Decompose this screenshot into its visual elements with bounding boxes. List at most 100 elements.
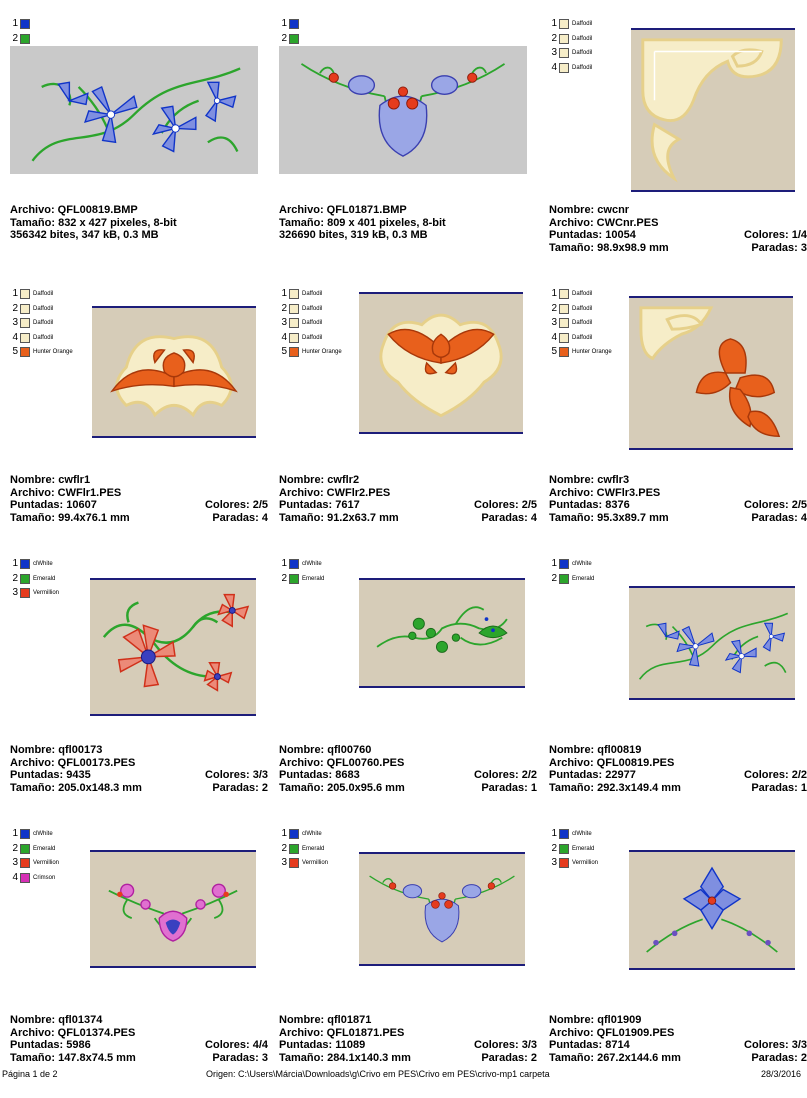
hoop-top-border [359,578,525,580]
color-count: Colores: 3/3 [205,769,268,781]
swatch-index: 1 [12,18,18,29]
file-name: Archivo: QFL00760.PES [279,756,405,769]
embroidery-motif-image [94,582,252,712]
color-swatch-row: 1 Daffodil [549,288,639,303]
file-bytes: 326690 bites, 319 kB, 0.3 MB [279,229,428,241]
swatch-index: 4 [281,331,287,343]
design-card: 1 clWhite 2 Emerald 3 Vermillion 4 Crimson … [10,828,272,1098]
color-swatch-row: 4 Daffodil [549,332,639,347]
swatch-index: 3 [12,857,18,868]
color-swatch-list: 1 clWhite 2 Emerald 3 Vermillion [10,558,100,602]
swatch-color-box [289,332,299,343]
embroidery-motif-image [14,50,254,170]
swatch-index: 2 [12,572,18,584]
swatch-thread-name: clWhite [302,831,322,837]
swatch-index: 5 [281,346,287,357]
embroidery-motif-image [96,310,252,434]
file-name: Archivo: QFL00819.BMP [10,204,138,216]
swatch-thread-name: Daffodil [572,35,593,42]
swatch-index: 2 [12,842,18,854]
swatch-thread-name: Daffodil [33,305,54,312]
swatch-index: 1 [551,18,557,29]
swatch-color-box [20,347,30,357]
swatch-color-box [559,19,569,29]
swatch-index: 1 [281,288,287,299]
swatch-color-box [20,289,30,299]
embroidery-motif-image [94,854,252,964]
color-swatch-row: 2 Daffodil [10,303,100,318]
color-swatch-row: 3 Daffodil [549,47,639,62]
color-swatch-row: 1 Daffodil [279,288,369,303]
swatch-index: 3 [12,587,18,598]
swatch-color-box [559,62,569,73]
swatch-thread-name: Daffodil [572,291,593,297]
swatch-color-box [289,289,299,299]
design-info: Nombre: cwflr2 Archivo: CWFlr2.PES Punta… [279,474,537,524]
hoop-top-border [359,852,525,854]
swatch-thread-name: Emerald [302,575,325,582]
stitch-count: Puntadas: 9435 [10,769,91,781]
swatch-thread-name: Daffodil [572,50,593,56]
swatch-index: 2 [551,572,557,584]
hoop-bottom-border [92,436,256,438]
swatch-color-box [20,872,30,883]
design-size: Tamaño: 147.8x74.5 mm [10,1051,136,1064]
color-swatch-row: 3 Vermillion [549,857,639,872]
stop-count: Paradas: 2 [751,1051,807,1064]
swatch-thread-name: Daffodil [33,334,54,341]
swatch-index: 2 [281,572,287,584]
hoop-bottom-border [359,686,525,688]
file-name: Archivo: QFL01374.PES [10,1026,136,1039]
swatch-thread-name: clWhite [33,561,53,567]
design-info: Nombre: qfl01871 Archivo: QFL01871.PES P… [279,1014,537,1064]
image-size: Tamaño: 809 x 401 pixeles, 8-bit [279,216,446,229]
swatch-color-box [559,843,569,854]
color-swatch-row: 2 [10,33,100,48]
color-swatch-list: 1 clWhite 2 Emerald [279,558,369,587]
swatch-thread-name: Daffodil [33,291,54,297]
design-info: Archivo: QFL01871.BMP Tamaño: 809 x 401 … [279,204,537,242]
stop-count: Paradas: 4 [481,511,537,524]
file-name: Archivo: QFL00173.PES [10,756,136,769]
design-name: Nombre: qfl01374 [10,1014,103,1026]
color-swatch-row: 2 Daffodil [279,303,369,318]
swatch-thread-name: clWhite [572,831,592,837]
design-card: 1 Daffodil 2 Daffodil 3 Daffodil 4 Daffodil… [279,288,541,558]
swatch-index: 2 [551,32,557,44]
swatch-index: 3 [551,857,557,868]
page-number: Página 1 de 2 [2,1069,58,1079]
swatch-index: 1 [281,558,287,569]
design-name: Nombre: qfl00173 [10,744,103,756]
color-swatch-list: 1 Daffodil 2 Daffodil 3 Daffodil 4 Daffodil… [549,288,639,361]
swatch-color-box [559,33,569,44]
hoop-bottom-border [359,964,525,966]
stop-count: Paradas: 3 [212,1051,268,1064]
swatch-thread-name: Hunter Orange [302,349,342,355]
stitch-count: Puntadas: 11089 [279,1039,366,1051]
color-swatch-row: 3 Daffodil [10,317,100,332]
file-name: Archivo: CWFlr2.PES [279,486,391,499]
stop-count: Paradas: 1 [481,781,537,794]
swatch-index: 1 [12,828,18,839]
embroidery-preview [631,28,795,192]
swatch-index: 4 [12,871,18,883]
file-name: Archivo: CWFlr1.PES [10,486,122,499]
stitch-count: Puntadas: 8376 [549,499,630,511]
hoop-top-border [90,578,256,580]
swatch-color-box [20,829,30,839]
swatch-color-box [20,573,30,584]
bitmap-preview [10,46,258,174]
stitch-count: Puntadas: 7617 [279,499,360,511]
swatch-index: 2 [551,302,557,314]
hoop-bottom-border [631,190,795,192]
swatch-color-box [20,858,30,868]
color-swatch-row: 2 Emerald [549,573,639,588]
stop-count: Paradas: 4 [751,511,807,524]
color-swatch-row: 3 Vermillion [10,857,100,872]
color-swatch-row: 3 Daffodil [279,317,369,332]
design-name: Nombre: cwflr3 [549,474,630,486]
design-card: 1 clWhite 2 Emerald Nombre: qfl00819 Arch… [549,558,807,828]
color-count: Colores: 2/5 [474,499,537,511]
color-swatch-list: 1 Daffodil 2 Daffodil 3 Daffodil 4 Daffodil… [10,288,100,361]
swatch-thread-name: Hunter Orange [572,349,612,355]
